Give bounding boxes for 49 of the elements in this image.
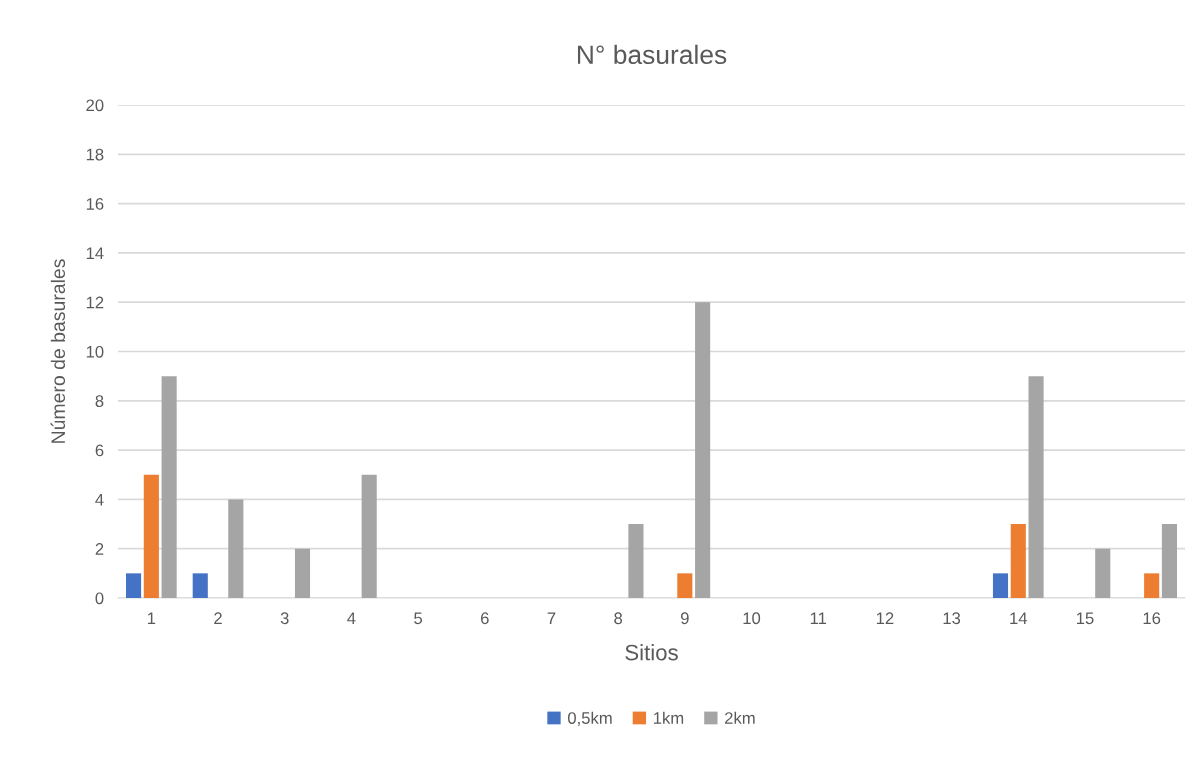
- x-tick-label: 2: [214, 612, 222, 624]
- legend-label: 2km: [725, 711, 755, 724]
- y-tick-label: 2: [95, 543, 104, 555]
- x-tick-label: 9: [680, 612, 689, 625]
- bar: [1095, 548, 1111, 598]
- y-tick-label: 4: [95, 493, 104, 506]
- y-tick-label: 14: [86, 247, 104, 259]
- x-tick-label: 11: [810, 612, 827, 624]
- x-tick-label: 8: [614, 612, 623, 625]
- x-tick-label: 5: [414, 612, 423, 625]
- x-tick-label: 16: [1143, 612, 1161, 625]
- bar: [361, 474, 377, 598]
- bar: [161, 376, 177, 598]
- legend-label: 1km: [653, 711, 684, 724]
- x-axis-title: Sitios: [625, 644, 678, 661]
- bar: [1010, 524, 1026, 598]
- bar: [992, 573, 1009, 598]
- bar: [126, 573, 142, 598]
- y-tick-label: 16: [86, 198, 104, 210]
- bar: [192, 573, 208, 598]
- x-tick-label: 10: [743, 612, 761, 625]
- legend-label: 0,5km: [567, 711, 612, 726]
- y-tick-label: 20: [86, 99, 104, 112]
- y-tick-label: 18: [86, 148, 104, 161]
- bar: [1144, 573, 1160, 598]
- bar: [677, 573, 693, 598]
- x-tick-label: 4: [347, 612, 356, 624]
- x-tick-label: 13: [943, 612, 961, 625]
- y-tick-label: 0: [95, 592, 104, 605]
- bar: [695, 302, 711, 598]
- y-tick-label: 10: [86, 345, 104, 358]
- chart-title: N° basurales: [577, 44, 727, 65]
- x-tick-label: 14: [1010, 612, 1028, 624]
- x-tick-label: 12: [876, 612, 894, 624]
- x-tick-label: 3: [280, 612, 289, 625]
- x-tick-label: 6: [480, 612, 489, 625]
- y-tick-label: 8: [95, 395, 104, 407]
- bar: [1161, 524, 1177, 598]
- y-axis-title: Número de basurales: [50, 259, 66, 443]
- y-tick-label: 6: [95, 444, 104, 457]
- x-tick-label: 15: [1076, 612, 1094, 625]
- bar: [228, 499, 244, 598]
- bar: [1028, 376, 1044, 598]
- y-tick-label: 12: [86, 296, 104, 309]
- x-tick-label: 7: [547, 612, 556, 624]
- bar: [294, 548, 311, 598]
- x-tick-label: 1: [147, 612, 156, 624]
- bar: [143, 474, 159, 598]
- bar: [628, 524, 644, 598]
